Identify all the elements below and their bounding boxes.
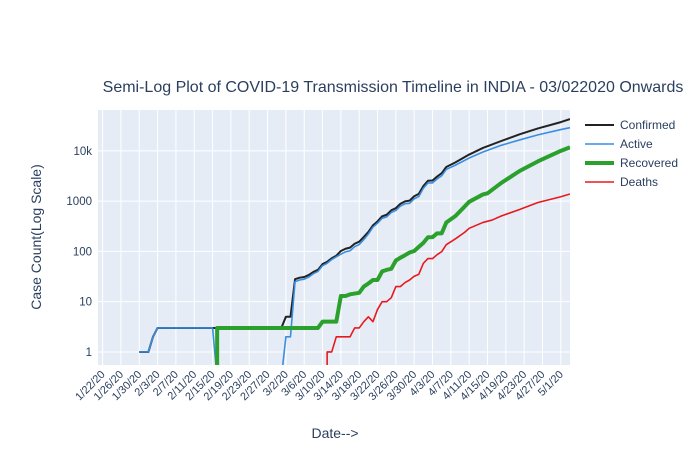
- x-axis-title: Date-->: [311, 425, 358, 441]
- legend[interactable]: Confirmed Active Recovered Deaths: [585, 118, 678, 189]
- legend-item-recovered[interactable]: Recovered: [585, 156, 678, 170]
- legend-item-active[interactable]: Active: [585, 137, 653, 151]
- plot-area: [98, 110, 570, 365]
- legend-item-deaths[interactable]: Deaths: [585, 175, 658, 189]
- y-axis-ticks: 1 10 100 1000 10k: [66, 146, 92, 359]
- y-tick-label: 1: [86, 347, 92, 359]
- y-tick-label: 10k: [73, 146, 92, 158]
- y-tick-label: 1000: [66, 196, 92, 208]
- series-line-confirmed: [139, 118, 570, 353]
- series-lines: [139, 118, 570, 365]
- legend-label: Deaths: [620, 175, 658, 189]
- series-line-recovered: [215, 145, 570, 365]
- y-tick-label: 100: [73, 246, 92, 258]
- legend-label: Recovered: [620, 156, 678, 170]
- y-tick-label: 10: [79, 297, 92, 309]
- series-line-active: [139, 126, 570, 365]
- legend-label: Confirmed: [620, 118, 675, 132]
- legend-label: Active: [620, 137, 653, 151]
- grid-lines: [98, 110, 570, 365]
- legend-item-confirmed[interactable]: Confirmed: [585, 118, 675, 132]
- series-line-deaths: [326, 193, 570, 365]
- chart-title: Semi-Log Plot of COVID-19 Transmission T…: [103, 79, 684, 96]
- y-axis-title: Case Count(Log Scale): [28, 164, 44, 310]
